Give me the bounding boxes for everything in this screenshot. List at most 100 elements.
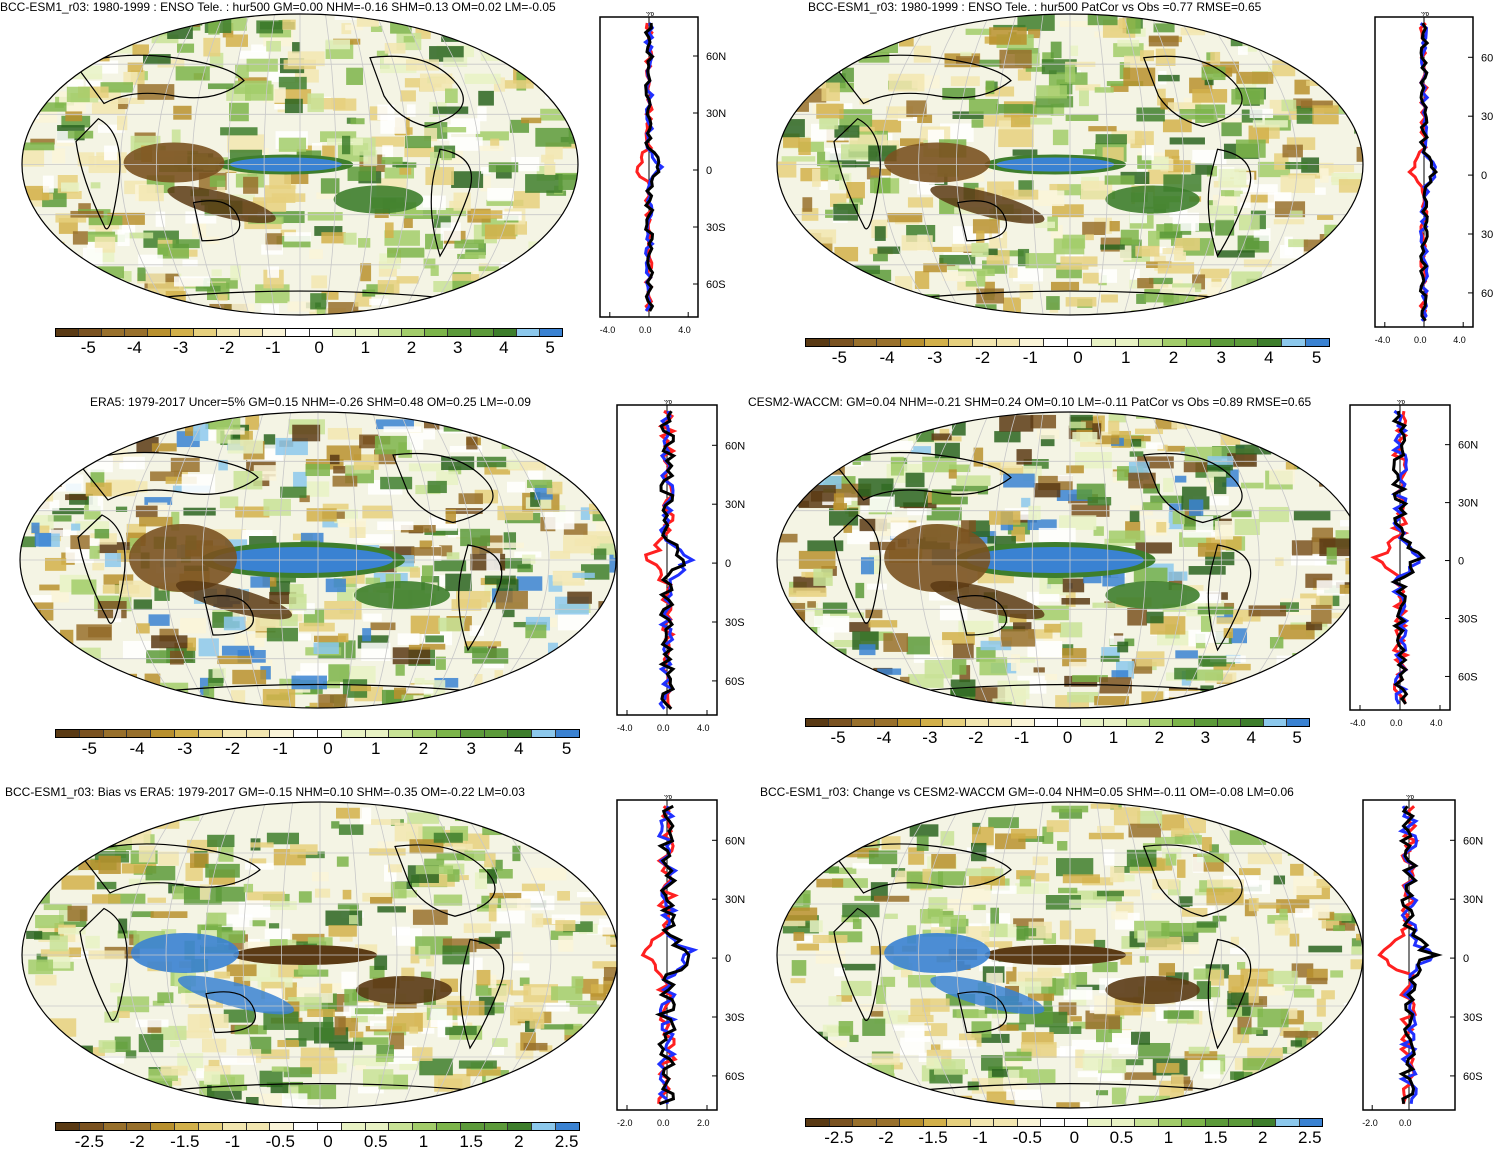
colorbar-label: 2.5 [554,1132,579,1151]
lat-tick-label: 60N [725,440,745,452]
lat-tick-label: 60 [1481,288,1493,300]
colorbar-label: -2 [224,739,241,758]
colorbar-swatch [1195,719,1219,726]
lat-tick-label: 60S [725,676,745,688]
colorbar-swatch [1299,1119,1322,1126]
profile-x-tick: -4.0 [600,325,616,335]
profile-series-black [654,804,691,1106]
profile-series-black [643,22,661,312]
colorbar-swatch [1012,719,1036,726]
zonal-profile: % 60N 30N 0 30S 60S -4.0 0.0 4.0 [616,400,745,733]
colorbar-swatch [294,1123,318,1130]
profile-unit: % [664,795,672,801]
colorbar-swatch [806,1119,830,1126]
colorbar-swatch [943,719,967,726]
colorbar-swatch [970,1119,994,1126]
colorbar-swatch [127,730,152,737]
panel-title: BCC-ESM1_r03: 1980-1999 : ENSO Tele. : h… [0,0,556,14]
colorbar-label: -1.5 [918,1128,948,1147]
colorbar-swatch [1205,1119,1229,1126]
colorbar-swatch [125,329,149,336]
colorbar-swatch [920,719,944,726]
colorbar-swatch [994,1119,1018,1126]
colorbar-swatch [332,329,356,336]
colorbar-label: 0 [323,739,333,758]
lat-tick-label: 30S [1458,614,1478,626]
profile-x-tick: -2.0 [617,1118,633,1128]
colorbar-swatch [460,1123,485,1130]
colorbar-swatch [103,1123,128,1130]
profile-x-tick: -4.0 [617,723,633,733]
colorbar-swatch [437,1123,461,1130]
colorbar-label: -4 [879,348,895,367]
colorbar-swatch [947,1119,971,1126]
colorbar-label: -2 [974,348,991,367]
colorbar-swatch [389,1123,414,1130]
colorbar-label: 0 [1062,728,1073,747]
colorbar-swatch [828,719,852,726]
colorbar-label: 1 [418,1132,429,1151]
colorbar-swatch [341,1123,366,1130]
colorbar-swatch [1258,339,1283,346]
colorbar-label: 1.5 [1203,1128,1228,1147]
colorbar-label: 2 [1257,1128,1268,1147]
colorbar-label: 4 [1246,728,1256,747]
colorbar-label: 0 [323,1132,333,1151]
colorbar-label: -1 [1014,728,1030,747]
lat-tick-label: 0 [706,165,712,177]
colorbar-swatch [532,730,557,737]
profile-x-tick: 0.0 [1390,718,1403,728]
robinson-map [21,13,579,316]
colorbar-swatch [508,1123,533,1130]
colorbar-swatch [948,339,973,346]
colorbar-swatch [874,719,898,726]
colorbar-swatch [365,1123,390,1130]
colorbar-swatch [460,730,485,737]
colorbar-swatch [79,1123,104,1130]
colorbar-label: -3 [173,338,189,357]
colorbar-swatch [240,329,264,336]
colorbar-label: -5 [831,348,847,367]
colorbar-label: -2 [968,728,984,747]
colorbar [55,1122,580,1131]
colorbar-swatch [1163,339,1187,346]
profile-series-black [1418,22,1439,322]
colorbar-label: -1 [265,338,281,357]
lat-tick-label: 0 [1458,556,1464,568]
colorbar-swatch [1126,719,1150,726]
colorbar-swatch [317,1123,342,1130]
colorbar-swatch [851,719,875,726]
colorbar-swatch [1229,1119,1253,1126]
lat-tick-label: 30N [1458,498,1478,510]
colorbar-label: 0 [314,338,324,357]
colorbar-label: 3 [1216,348,1226,367]
colorbar-swatch [103,730,128,737]
colorbar-label: 1.5 [459,1132,483,1151]
colorbar-swatch [424,329,448,336]
colorbar-swatch [1306,339,1329,346]
colorbar-label: 1 [370,739,381,758]
colorbar-swatch [175,1123,199,1130]
profile-x-tick: 0.0 [657,723,670,733]
colorbar [55,328,563,337]
colorbar-label: -3 [177,739,193,758]
colorbar-swatch [413,730,437,737]
colorbar-label: 5 [1311,348,1322,367]
colorbar-swatch [294,730,318,737]
colorbar-label: -2 [219,338,235,357]
colorbar-swatch [1057,719,1081,726]
colorbar-swatch [1139,339,1164,346]
colorbar-swatch [900,1119,924,1126]
colorbar-swatch [1182,1119,1206,1126]
colorbar-label: -1 [1022,348,1038,367]
lat-tick-label: 60N [1463,835,1483,847]
colorbar-swatch [413,1123,437,1130]
colorbar-swatch [925,339,949,346]
colorbar-swatch [148,329,172,336]
profile-x-tick: 0.0 [1414,335,1427,345]
colorbar-label: 0 [1073,348,1083,367]
lat-tick-label: 30 [1481,111,1493,123]
colorbar-label: 5 [1292,728,1302,747]
colorbar-swatch [1111,1119,1135,1126]
panel-title: ERA5: 1979-2017 Uncer=5% GM=0.15 NHM=-0.… [90,395,531,409]
